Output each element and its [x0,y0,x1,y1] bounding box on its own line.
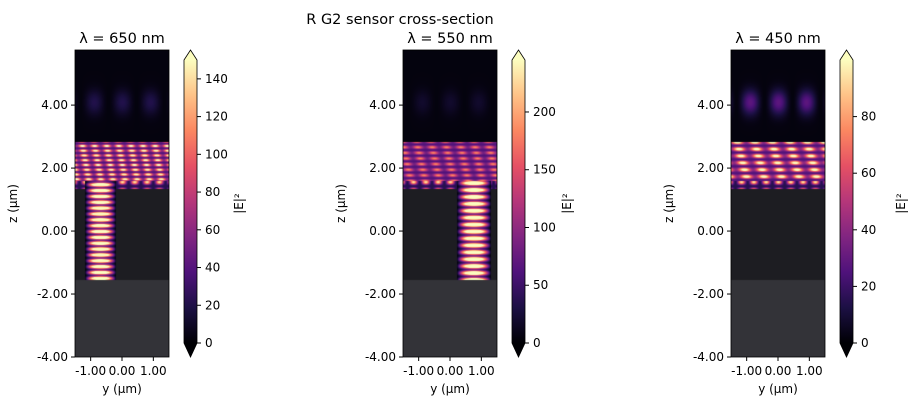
y-axis-label: z (µm) [334,184,348,223]
heatmap-1 [75,50,169,357]
ytick-label: 0.00 [369,224,396,238]
colorbar-tick-label: 40 [861,223,876,237]
colorbar-tick-label: 0 [533,336,541,350]
colorbar-extend-max [840,50,853,60]
colorbar-tick-label: 60 [861,166,876,180]
ytick-label: 2.00 [41,161,68,175]
colorbar-extend-min [512,343,525,357]
ytick-label: -2.00 [37,287,68,301]
colorbar-tick-label: 140 [205,72,228,86]
panel-title: λ = 550 nm [407,31,493,47]
ytick-label: 4.00 [369,98,396,112]
ytick-label: -2.00 [365,287,396,301]
panel-3: λ = 450 nm-4.00-2.000.002.004.00-1.00 0.0… [662,31,908,396]
ytick-label: 0.00 [41,224,68,238]
heatmap-2 [403,50,497,357]
colorbar-tick-label: 120 [205,110,228,124]
colorbar [840,60,853,343]
xtick-label: 0.00 [437,364,464,378]
axes-frame [730,49,826,358]
colorbar-tick-label: 80 [205,185,220,199]
xtick-label: 1.00 [796,364,823,378]
colorbar-tick-label: 0 [205,336,213,350]
colorbar-tick-label: 100 [533,220,556,234]
x-axis-label: y (µm) [758,382,798,396]
xtick-label: 1.00 [140,364,167,378]
xtick-label: -1.00 [75,364,106,378]
colorbar-tick-label: 150 [533,163,556,177]
axes-frame [74,49,170,358]
suptitle: R G2 sensor cross-section [306,12,493,28]
colorbar-extend-min [840,343,853,357]
xtick-label: 1.00 [468,364,495,378]
ytick-label: 2.00 [369,161,396,175]
ytick-label: -4.00 [693,350,724,364]
panel-2: λ = 550 nm-4.00-2.000.002.004.00-1.00 0.0… [334,31,574,396]
colorbar [184,60,197,343]
y-axis-label: z (µm) [6,184,20,223]
axes-frame [402,49,498,358]
colorbar-extend-max [184,50,197,60]
colorbar-extend-min [184,343,197,357]
xtick-label: 0.00 [109,364,136,378]
colorbar-tick-label: 100 [205,147,228,161]
colorbar [512,60,525,343]
y-axis-label: z (µm) [662,184,676,223]
ytick-label: 4.00 [41,98,68,112]
colorbar-tick-label: 0 [861,336,869,350]
xtick-label: -1.00 [731,364,762,378]
colorbar-extend-max [512,50,525,60]
x-axis-label: y (µm) [102,382,142,396]
colorbar-label: |E|² [560,193,574,214]
x-axis-label: y (µm) [430,382,470,396]
colorbar-tick-label: 60 [205,223,220,237]
colorbar-tick-label: 50 [533,278,548,292]
ytick-label: 2.00 [697,161,724,175]
ytick-label: 4.00 [697,98,724,112]
colorbar-tick-label: 200 [533,105,556,119]
colorbar-label: |E|² [894,193,908,214]
colorbar-tick-label: 20 [205,298,220,312]
colorbar-label: |E|² [232,193,246,214]
xtick-label: -1.00 [403,364,434,378]
colorbar-tick-label: 80 [861,110,876,124]
xtick-label: 0.00 [765,364,792,378]
ytick-label: 0.00 [697,224,724,238]
panel-1: λ = 650 nm-4.00-2.000.002.004.00-1.00 0.0… [6,31,246,396]
ytick-label: -4.00 [365,350,396,364]
panel-title: λ = 450 nm [735,31,821,47]
ytick-label: -4.00 [37,350,68,364]
colorbar-tick-label: 40 [205,261,220,275]
ytick-label: -2.00 [693,287,724,301]
colorbar-tick-label: 20 [861,279,876,293]
heatmap-3 [731,50,825,357]
panel-title: λ = 650 nm [79,31,165,47]
